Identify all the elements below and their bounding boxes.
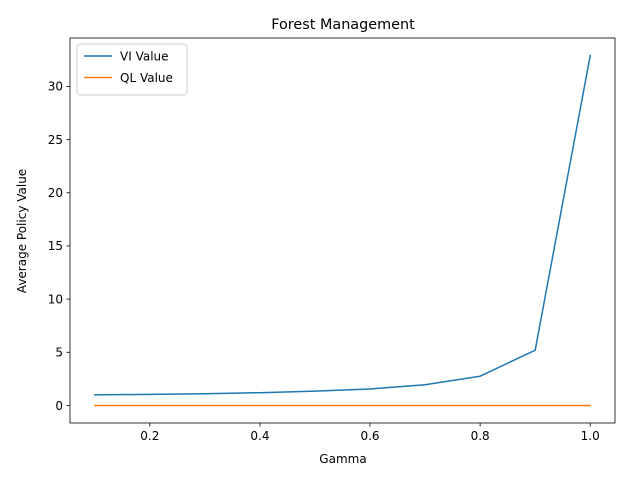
series-line-vi-value <box>94 54 592 396</box>
y-tick-label: 10 <box>48 292 63 306</box>
y-tick-label: 20 <box>48 186 63 200</box>
plot-area-frame <box>69 37 616 424</box>
y-tick-label: 25 <box>48 133 63 147</box>
chart-title: Forest Management <box>271 17 415 33</box>
x-tick-label: 0.2 <box>140 429 159 443</box>
x-tick-label: 1.0 <box>581 429 600 443</box>
y-tick-label: 15 <box>48 239 63 253</box>
y-tick-label: 30 <box>48 80 63 94</box>
legend: VI Value QL Value <box>76 43 188 96</box>
legend-label: QL Value <box>120 71 173 85</box>
y-axis-ticks: 0 5 10 15 20 25 30 <box>48 80 70 413</box>
legend-label: VI Value <box>120 49 169 63</box>
x-tick-label: 0.8 <box>471 429 490 443</box>
y-tick-label: 0 <box>55 399 63 413</box>
x-tick-label: 0.4 <box>250 429 269 443</box>
x-axis-ticks: 0.2 0.4 0.6 0.8 1.0 <box>140 423 600 443</box>
x-axis-label: Gamma <box>319 452 366 466</box>
x-tick-label: 0.6 <box>360 429 379 443</box>
y-tick-label: 5 <box>55 346 63 360</box>
y-axis-label: Average Policy Value <box>15 169 29 293</box>
series-lines <box>94 54 592 407</box>
